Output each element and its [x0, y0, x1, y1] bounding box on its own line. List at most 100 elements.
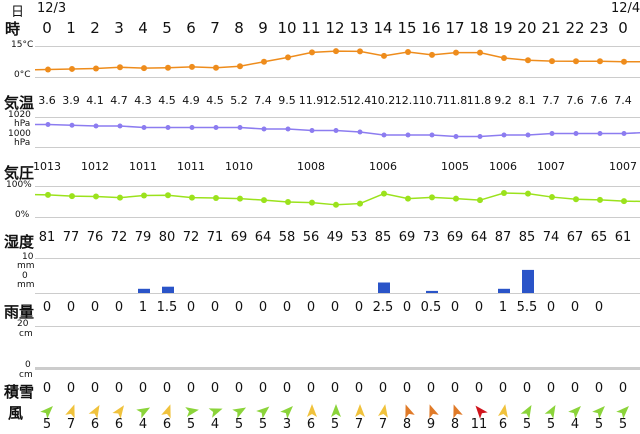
- temperature-value: 7.7: [542, 94, 560, 107]
- temperature-value: 4.9: [182, 94, 200, 107]
- wind-arrow-icon: [307, 404, 317, 417]
- humidity-point: [525, 190, 531, 197]
- pressure-point: [453, 134, 459, 139]
- temperature-point: [357, 48, 363, 55]
- hour-cell: 10: [277, 19, 297, 37]
- wind-speed-value: 7: [354, 417, 364, 432]
- wind-arrow-icon: [520, 404, 532, 419]
- snow-axis-top-value: 20: [17, 319, 29, 329]
- humidity-value: 69: [230, 230, 248, 245]
- temperature-point: [309, 49, 315, 56]
- wind-arrow-icon: [453, 404, 463, 419]
- pressure-point: [285, 126, 291, 132]
- wind-speed-value: 5: [522, 417, 532, 432]
- pressure-value: 1005: [441, 160, 469, 173]
- rain-value: 0: [282, 300, 292, 315]
- wind-label: 風: [8, 404, 24, 422]
- pressure-point: [381, 132, 387, 138]
- humidity-value: 81: [38, 230, 56, 245]
- humidity-point: [597, 196, 603, 203]
- rain-value: 0: [258, 300, 268, 315]
- pressure-point: [261, 126, 267, 132]
- pressure-point: [333, 128, 339, 133]
- humidity-chart: [34, 190, 640, 208]
- snow-value: 0: [498, 381, 508, 396]
- pressure-value: 1011: [129, 160, 157, 173]
- snow-label: 積雪: [4, 383, 35, 401]
- hour-cell: 19: [493, 19, 513, 37]
- wind-arrow-icon: [256, 406, 270, 419]
- humidity-value: 67: [566, 230, 584, 245]
- hour-cell: 11: [301, 19, 321, 37]
- temperature-value: 11.9: [298, 94, 324, 107]
- pressure-point: [165, 125, 171, 130]
- humidity-value: 64: [470, 230, 488, 245]
- wind-speed-value: 5: [330, 417, 340, 432]
- temperature-value: 4.5: [206, 94, 224, 107]
- temperature-point: [429, 51, 435, 58]
- temperature-value: 10.7: [418, 94, 444, 107]
- humidity-point: [93, 193, 99, 200]
- rain-label: 雨量: [4, 303, 35, 321]
- rain-axis-top-value: 10: [22, 252, 34, 262]
- pressure-axis-top-unit: hPa: [14, 119, 31, 129]
- temperature-point: [549, 58, 555, 65]
- humidity-value: 79: [134, 230, 152, 245]
- wind-arrow-icon: [280, 406, 293, 419]
- hour-cell: 0: [42, 19, 52, 37]
- rain-value: 0: [594, 300, 604, 315]
- pressure-axis-bottom-value: 1000: [8, 129, 31, 139]
- temperature-point: [45, 66, 51, 73]
- temp-axis-top: 15°C: [11, 40, 34, 50]
- wind-arrow-icon: [378, 404, 388, 418]
- rain-value: 0: [402, 300, 412, 315]
- humidity-point: [141, 192, 147, 199]
- pressure-point: [597, 131, 603, 136]
- wind-speed-value: 9: [426, 417, 436, 432]
- wind-arrow-icon: [405, 404, 415, 419]
- wind-speed-value: 3: [282, 417, 292, 432]
- pressure-point: [141, 125, 147, 130]
- temperature-point: [69, 65, 75, 72]
- humidity-point: [381, 190, 387, 197]
- humidity-value: 77: [62, 230, 80, 245]
- snow-value: 0: [210, 381, 220, 396]
- snow-value: 0: [258, 381, 268, 396]
- temperature-point: [117, 64, 123, 71]
- rain-chart: [138, 269, 534, 293]
- humidity-point: [45, 191, 51, 198]
- hour-cell: 6: [186, 19, 196, 37]
- humidity-value: 65: [590, 230, 608, 245]
- humidity-value: 56: [302, 230, 320, 245]
- humidity-point: [429, 194, 435, 201]
- humidity-point: [477, 197, 483, 204]
- snow-value: 0: [522, 381, 532, 396]
- rain-value: 0: [474, 300, 484, 315]
- rain-bar: [138, 288, 150, 293]
- temperature-value: 7.4: [614, 94, 632, 107]
- pressure-point: [189, 125, 195, 130]
- rain-value: 0: [42, 300, 52, 315]
- wind-arrow-icon: [88, 404, 100, 419]
- temperature-point: [597, 58, 603, 65]
- wind-arrow-icon: [592, 406, 605, 419]
- wind-arrow-icon: [355, 404, 365, 417]
- wind-speed-value: 7: [66, 417, 76, 432]
- humidity-point: [165, 192, 171, 199]
- snow-value: 0: [42, 381, 52, 396]
- snow-value: 0: [282, 381, 292, 396]
- humidity-point: [333, 201, 339, 208]
- temperature-point: [93, 65, 99, 72]
- rain-value: 1: [498, 300, 508, 315]
- hour-cell: 12: [325, 19, 345, 37]
- rain-bar: [378, 282, 390, 293]
- snow-value: 0: [186, 381, 196, 396]
- temperature-value: 11.8: [466, 94, 492, 107]
- humidity-value: 80: [158, 230, 176, 245]
- temperature-point: [237, 63, 243, 70]
- snow-value: 0: [234, 381, 244, 396]
- pressure-point: [93, 123, 99, 129]
- temperature-value: 3.9: [62, 94, 80, 107]
- wind-speed-value: 7: [378, 417, 388, 432]
